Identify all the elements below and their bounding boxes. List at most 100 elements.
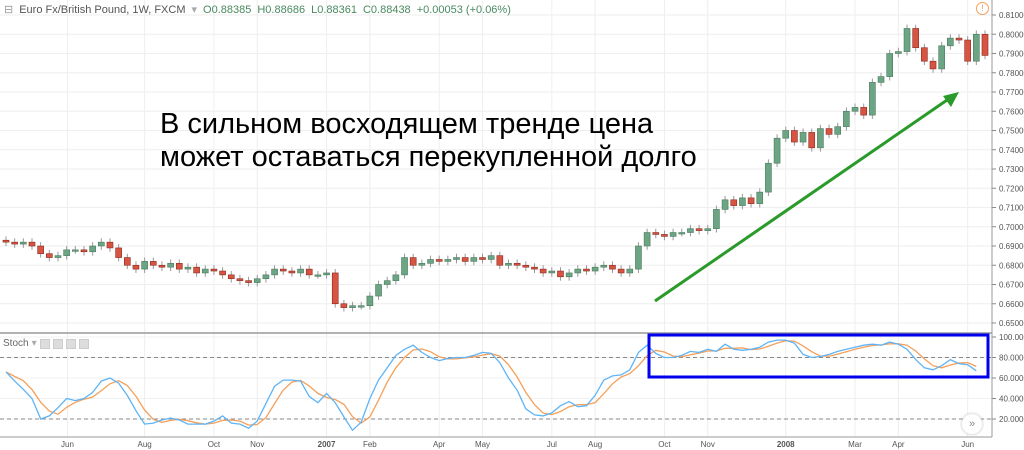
close-icon[interactable] (78, 338, 89, 349)
candle-down (557, 270, 564, 278)
candle-down (28, 241, 36, 247)
candle-down (227, 274, 235, 280)
chevron-down-icon[interactable]: ▾ (191, 4, 198, 16)
candle-down (964, 39, 971, 62)
symbol-title[interactable]: Euro Fx/British Pound, 1W, FXCM (19, 3, 186, 16)
candle-up (851, 107, 859, 112)
candle-down (661, 234, 668, 237)
time-tick-label: Aug (588, 440, 602, 449)
candle-up (565, 272, 573, 278)
candle-up (773, 137, 781, 164)
candle-down (219, 270, 226, 276)
time-tick-label: Jul (547, 440, 557, 449)
candle-up (297, 268, 304, 274)
candle-down (921, 47, 928, 62)
candle-down (340, 303, 348, 308)
candle-up (314, 274, 322, 277)
annotation-text: В сильном восходящем тренде цена может о… (160, 108, 697, 174)
overbought-highlight-box (647, 333, 990, 379)
candle-up (739, 197, 746, 206)
candle-down (912, 28, 919, 49)
candle-down (929, 60, 937, 70)
candle-down (791, 130, 798, 143)
candle-up (63, 249, 70, 256)
candle-down (609, 264, 616, 270)
candle-up (669, 232, 677, 237)
warning-icon[interactable]: ! (976, 2, 989, 15)
time-tick-label: Nov (250, 440, 264, 449)
candle-up (600, 264, 608, 268)
open-value: O0.88385 (203, 3, 252, 16)
candle-down (236, 278, 244, 281)
change-value: +0.00053 (+0.06%) (416, 3, 511, 16)
scroll-right-icon[interactable]: » (962, 414, 982, 434)
time-tick-label: Aug (138, 440, 152, 449)
collapse-icon[interactable]: ⊟ (4, 4, 14, 16)
candle-up (721, 199, 729, 210)
candle-up (574, 268, 582, 274)
candle-down (539, 268, 547, 274)
candle-down (305, 268, 313, 276)
close-value: C0.88438 (362, 3, 411, 16)
candle-down (132, 264, 140, 270)
time-tick-label: 2008 (777, 440, 795, 449)
candle-down (825, 128, 833, 135)
candle-up (20, 241, 27, 245)
candle-up (349, 305, 356, 308)
candle-up (505, 263, 512, 266)
trend-arrow (654, 96, 951, 303)
high-value: H0.88686 (257, 3, 306, 16)
candle-up (973, 33, 980, 62)
candle-down (479, 257, 486, 260)
candle-down (80, 249, 88, 253)
candle-up (444, 259, 452, 262)
candle-down (331, 272, 339, 305)
candle-up (401, 257, 408, 276)
candle-up (89, 245, 96, 253)
candle-up (678, 232, 686, 235)
symbol-legend: ⊟ Euro Fx/British Pound, 1W, FXCM ▾ O0.8… (4, 3, 511, 17)
candle-up (635, 245, 642, 270)
candle-up (713, 209, 720, 229)
candle-up (817, 128, 824, 149)
time-tick-label: Oct (658, 440, 671, 449)
candle-up (323, 272, 330, 276)
chevron-down-icon[interactable]: ▾ (31, 338, 37, 349)
candle-up (375, 284, 382, 297)
candle-down (583, 268, 590, 272)
time-tick-label: Feb (363, 440, 377, 449)
candle-up (141, 261, 148, 270)
candle-down (193, 266, 200, 274)
candle-up (453, 257, 460, 260)
stoch-title[interactable]: Stoch (3, 338, 29, 349)
candle-up (548, 270, 556, 274)
add-icon[interactable] (65, 338, 76, 349)
candle-down (496, 255, 504, 266)
candle-up (886, 53, 893, 77)
hide-icon[interactable] (39, 338, 50, 349)
candle-down (115, 247, 122, 258)
trend-arrow-head (943, 92, 959, 107)
candle-down (2, 239, 10, 243)
candle-down (245, 280, 252, 283)
candle-up (357, 305, 365, 308)
candle-up (201, 268, 209, 274)
candle-up (271, 268, 278, 276)
settings-icon[interactable] (52, 338, 63, 349)
low-value: L0.88361 (311, 3, 357, 16)
